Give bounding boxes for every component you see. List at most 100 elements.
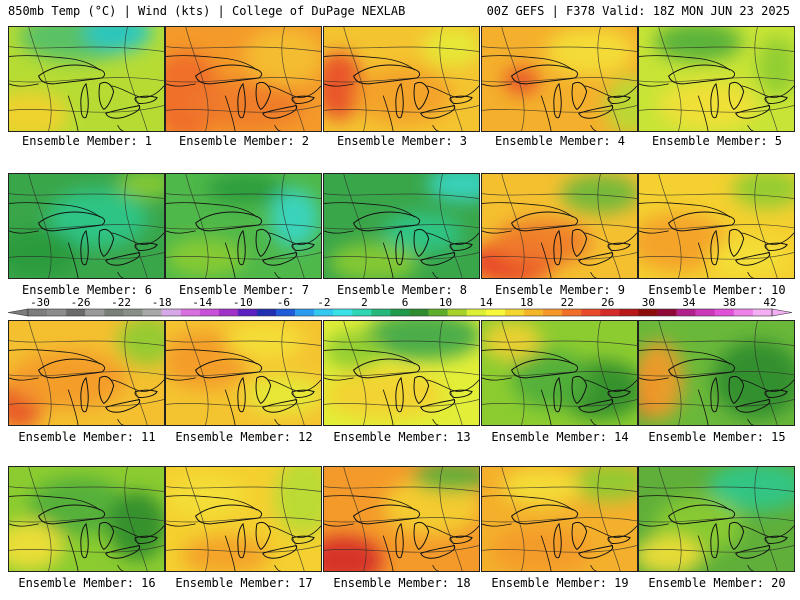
ensemble-member-map xyxy=(323,26,480,132)
ensemble-member-caption: Ensemble Member: 5 xyxy=(651,134,783,148)
colorbar-tick-label: 38 xyxy=(723,297,736,309)
temperature-field-svg xyxy=(324,321,479,425)
political-border xyxy=(117,124,124,131)
political-border xyxy=(166,377,196,381)
political-border xyxy=(584,525,637,539)
political-border xyxy=(540,389,552,425)
height-contour xyxy=(9,77,164,83)
height-contour xyxy=(9,193,164,199)
political-border xyxy=(224,535,236,571)
great-lakes-outline xyxy=(578,104,614,119)
ensemble-member-map xyxy=(165,466,322,572)
colorbar-swatch xyxy=(714,309,735,316)
temperature-field-svg xyxy=(482,174,637,278)
temperature-anomaly-region xyxy=(48,188,148,248)
height-contour xyxy=(324,46,479,52)
political-border xyxy=(426,232,479,246)
political-border xyxy=(224,389,236,425)
temperature-anomaly-region xyxy=(639,340,684,420)
political-border xyxy=(117,271,124,278)
ensemble-member-caption: Ensemble Member: 7 xyxy=(178,283,310,297)
great-lakes-outline xyxy=(764,95,788,105)
temperature-anomaly-region xyxy=(511,350,591,410)
ensemble-member-map xyxy=(481,26,638,132)
height-contour xyxy=(124,321,148,425)
temperature-anomaly-region xyxy=(244,27,321,86)
political-border xyxy=(482,349,574,365)
colorbar-tick-label: -30 xyxy=(30,297,50,309)
ensemble-member-caption: Ensemble Member: 6 xyxy=(21,283,153,297)
ensemble-member-map xyxy=(323,466,480,572)
ensemble-member-caption: Ensemble Member: 8 xyxy=(336,283,468,297)
great-lakes-outline xyxy=(195,211,263,232)
great-lakes-outline xyxy=(195,64,263,85)
political-border xyxy=(324,523,354,527)
great-lakes-outline xyxy=(413,228,430,258)
great-lakes-outline xyxy=(571,521,588,551)
great-lakes-outline xyxy=(710,376,719,413)
height-contour xyxy=(324,340,479,346)
great-lakes-outline xyxy=(420,544,456,559)
height-contour xyxy=(639,399,794,407)
colorbar-swatch xyxy=(256,309,277,316)
height-contour xyxy=(639,46,794,52)
height-contour xyxy=(482,252,637,260)
great-lakes-outline xyxy=(291,389,315,399)
political-border xyxy=(324,349,416,365)
height-contour xyxy=(439,174,463,278)
height-contour xyxy=(166,252,321,260)
height-contour xyxy=(281,27,305,131)
political-border xyxy=(9,202,101,218)
ensemble-member-map xyxy=(8,173,165,279)
great-lakes-outline xyxy=(105,544,141,559)
colorbar-swatch xyxy=(218,309,239,316)
great-lakes-outline xyxy=(38,211,106,232)
political-border xyxy=(268,379,321,393)
ensemble-member-map xyxy=(638,466,795,572)
colorbar-svg: -30 -26 -22 -18 -14 -10 -6 -2 2 6 10 14 18 22 26 30 34 38… xyxy=(7,297,793,317)
political-border xyxy=(426,85,479,99)
political-border xyxy=(224,95,236,131)
temperature-anomaly-region xyxy=(166,237,245,278)
great-lakes-outline xyxy=(735,398,771,413)
colorbar-swatch xyxy=(314,309,334,316)
political-border xyxy=(697,389,709,425)
temperature-field-svg xyxy=(166,174,321,278)
great-lakes-outline xyxy=(413,81,430,111)
height-contour xyxy=(343,321,367,425)
colorbar-swatch xyxy=(390,309,410,316)
temperature-field-svg xyxy=(166,27,321,131)
great-lakes-outline xyxy=(571,81,588,111)
political-border xyxy=(67,389,79,425)
ensemble-member-map xyxy=(481,173,638,279)
colorbar-tick-label: 10 xyxy=(439,297,452,309)
height-contour xyxy=(124,27,148,131)
political-border xyxy=(111,525,164,539)
height-contour xyxy=(482,545,637,553)
colorbar-swatch xyxy=(619,309,639,316)
ensemble-member-caption: Ensemble Member: 12 xyxy=(175,430,313,444)
temperature-anomaly-region xyxy=(501,467,581,507)
great-lakes-outline xyxy=(195,504,263,525)
height-contour xyxy=(9,399,164,407)
temperature-field-svg xyxy=(9,27,164,131)
height-contour xyxy=(639,486,794,492)
height-contour xyxy=(482,193,637,199)
temperature-anomaly-region xyxy=(482,321,542,361)
temperature-anomaly-region xyxy=(491,525,591,571)
temperature-field-svg xyxy=(639,174,794,278)
political-border xyxy=(747,124,754,131)
colorbar-tick-label: -22 xyxy=(111,297,131,309)
great-lakes-outline xyxy=(710,82,719,119)
great-lakes-outline xyxy=(764,535,788,545)
great-lakes-outline xyxy=(553,82,562,119)
political-border xyxy=(482,83,512,87)
political-border xyxy=(382,242,394,278)
ensemble-member-caption: Ensemble Member: 11 xyxy=(18,430,156,444)
ensemble-member-map xyxy=(8,320,165,426)
political-border xyxy=(741,85,794,99)
colorbar-swatch xyxy=(237,309,258,316)
temperature-anomaly-region xyxy=(324,370,443,420)
height-contour xyxy=(597,467,621,571)
great-lakes-outline xyxy=(255,228,272,258)
